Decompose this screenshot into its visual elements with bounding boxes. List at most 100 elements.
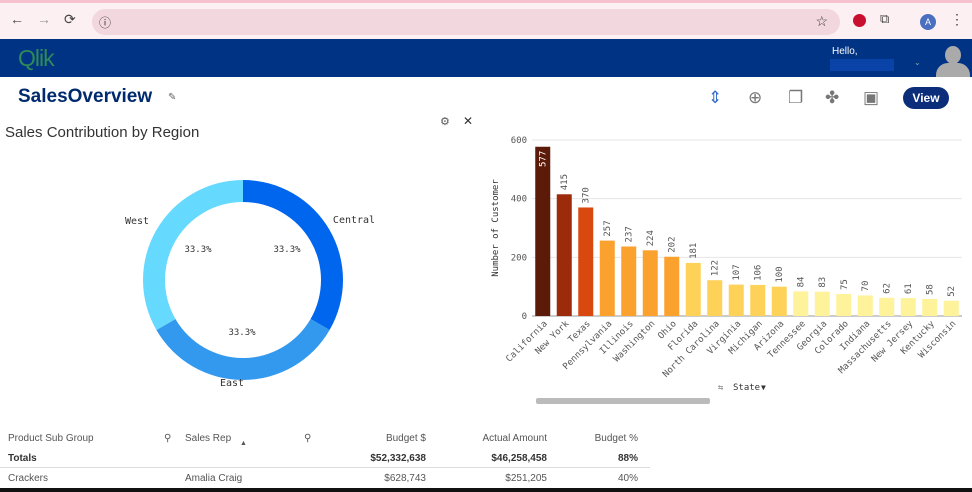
- view-button[interactable]: View: [903, 87, 949, 109]
- slice-pct: 33.3%: [184, 245, 212, 255]
- sheet-title: SalesOverview: [18, 86, 153, 107]
- resize-icon[interactable]: ⇕: [708, 88, 723, 107]
- bar-value-label: 107: [732, 264, 742, 280]
- bar-value-label: 370: [582, 187, 592, 203]
- header-product-sub-group[interactable]: Product Sub Group: [8, 433, 94, 444]
- bar-ohio[interactable]: [664, 256, 680, 316]
- slice-pct: 33.3%: [228, 328, 256, 338]
- extension-icon[interactable]: [853, 14, 866, 27]
- close-icon[interactable]: ✕: [463, 114, 474, 128]
- bar-kentucky[interactable]: [922, 298, 938, 316]
- bar-north-carolina[interactable]: [707, 280, 723, 316]
- cell-pct: 40%: [617, 473, 638, 484]
- greeting: Hello,: [832, 46, 858, 57]
- sort-asc-icon[interactable]: ▲: [240, 440, 247, 447]
- forward-icon[interactable]: →: [37, 11, 51, 27]
- bar-virginia[interactable]: [728, 284, 744, 316]
- address-bar[interactable]: ⓘ ☆: [92, 9, 840, 35]
- table-header: Product Sub Group ⚲ Sales Rep ▲ ⚲ Budget…: [0, 428, 650, 448]
- edit-pencil-icon[interactable]: ✎: [168, 92, 177, 103]
- table-row[interactable]: Crackers Amalia Craig $628,743 $251,205 …: [0, 468, 650, 488]
- dimension-icon: ⇆: [718, 383, 724, 393]
- bar-value-label: 237: [625, 226, 635, 242]
- header-budget[interactable]: Budget $: [385, 433, 426, 444]
- menu-icon[interactable]: ⋮: [950, 11, 964, 27]
- save-icon[interactable]: ▣: [863, 88, 880, 107]
- y-tick-label: 600: [511, 136, 527, 146]
- y-tick-label: 0: [522, 312, 527, 322]
- bar-value-label: 415: [560, 174, 570, 190]
- donut-title: Sales Contribution by Region: [5, 124, 200, 141]
- totals-row: Totals $52,332,638 $46,258,458 88%: [0, 448, 650, 468]
- info-icon[interactable]: ⓘ: [99, 16, 112, 30]
- header-sales-rep[interactable]: Sales Rep: [185, 433, 232, 444]
- totals-budget: $52,332,638: [370, 453, 426, 464]
- back-icon[interactable]: ←: [10, 11, 24, 27]
- bar-colorado[interactable]: [836, 294, 852, 316]
- chart-scrollbar[interactable]: [536, 398, 710, 404]
- reload-icon[interactable]: ⟳: [64, 11, 76, 27]
- duplicate-icon[interactable]: ❐: [788, 88, 804, 107]
- slice-label: Central: [333, 215, 375, 226]
- bar-value-label: 577: [539, 151, 549, 167]
- chevron-down-icon[interactable]: ⌄: [914, 58, 921, 67]
- bar-pennsylvania[interactable]: [599, 240, 615, 316]
- dropdown-icon[interactable]: ▼: [761, 383, 766, 392]
- qlik-logo[interactable]: Qlik: [18, 45, 55, 71]
- x-axis-label[interactable]: State: [733, 383, 760, 393]
- bar-massachusetts[interactable]: [879, 297, 895, 316]
- search-icon[interactable]: ⚲: [164, 433, 172, 444]
- donut-slice-west[interactable]: [143, 180, 243, 330]
- user-avatar-icon[interactable]: [934, 44, 972, 77]
- bar-value-label: 52: [947, 286, 957, 297]
- bar-value-label: 83: [818, 277, 828, 288]
- bar-tennessee[interactable]: [793, 291, 809, 316]
- user-name: [830, 59, 894, 71]
- cell-rep: Amalia Craig: [185, 473, 243, 484]
- cell-actual: $251,205: [505, 473, 547, 484]
- bottom-border: [0, 488, 972, 492]
- bar-washington[interactable]: [642, 250, 658, 316]
- bar-michigan[interactable]: [750, 284, 766, 316]
- add-icon[interactable]: ⊕: [748, 88, 763, 107]
- totals-actual: $46,258,458: [491, 453, 547, 464]
- totals-pct: 88%: [617, 453, 638, 464]
- donut-slice-central[interactable]: [243, 180, 343, 330]
- settings-gear-icon[interactable]: ⚙: [440, 116, 450, 128]
- bar-georgia[interactable]: [814, 291, 830, 316]
- sales-table: Product Sub Group ⚲ Sales Rep ▲ ⚲ Budget…: [0, 428, 650, 488]
- bookmark-star-icon[interactable]: ☆: [815, 13, 828, 29]
- bar-value-label: 61: [904, 283, 914, 294]
- bar-value-label: 84: [797, 277, 807, 288]
- bar-value-label: 106: [754, 265, 764, 281]
- bar-illinois[interactable]: [621, 246, 637, 316]
- bar-value-label: 70: [861, 281, 871, 292]
- bar-indiana[interactable]: [857, 295, 873, 316]
- bar-value-label: 62: [883, 283, 893, 294]
- slice-label: East: [220, 378, 244, 389]
- donut-chart: Central 33.3% East 33.3% West 33.3%: [125, 180, 375, 389]
- slice-label: West: [125, 216, 149, 227]
- bar-florida[interactable]: [685, 262, 701, 316]
- bar-arizona[interactable]: [771, 286, 787, 316]
- bar-texas[interactable]: [578, 207, 594, 316]
- search-icon[interactable]: ⚲: [304, 433, 312, 444]
- bar-california[interactable]: [535, 146, 551, 316]
- profile-avatar[interactable]: A: [920, 14, 936, 30]
- bar-value-label: 75: [840, 279, 850, 290]
- y-axis-label: Number of Customer: [491, 179, 501, 277]
- bar-new-york[interactable]: [556, 194, 572, 316]
- bar-value-label: 257: [603, 220, 613, 236]
- extensions-puzzle-icon[interactable]: ⧉: [880, 11, 890, 26]
- header-budget-pct[interactable]: Budget %: [594, 433, 638, 444]
- bar-wisconsin[interactable]: [943, 300, 959, 316]
- bar-new-jersey[interactable]: [900, 298, 916, 316]
- donut-slice-east[interactable]: [156, 319, 330, 380]
- extension-puzzle-icon[interactable]: ✤: [825, 88, 840, 107]
- qlik-header: [0, 39, 972, 77]
- header-actual[interactable]: Actual Amount: [482, 433, 547, 444]
- bar-value-label: 58: [926, 284, 936, 295]
- bar-value-label: 181: [689, 243, 699, 259]
- browser-toolbar: ← → ⟳ ⓘ ☆ ⧉ A ⋮: [0, 0, 972, 39]
